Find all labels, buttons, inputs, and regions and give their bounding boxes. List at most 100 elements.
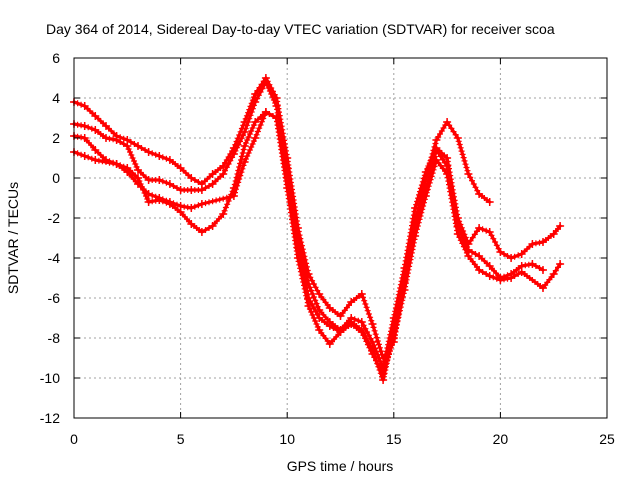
data-point: [485, 262, 494, 270]
data-point: [240, 142, 249, 150]
data-point: [347, 298, 356, 306]
data-point: [485, 272, 494, 280]
data-point: [112, 136, 121, 144]
data-point: [176, 202, 185, 210]
data-point: [251, 118, 260, 126]
data-point: [556, 260, 565, 268]
data-point: [539, 284, 547, 292]
y-axis-label: SDTVAR / TECUs: [5, 182, 21, 294]
data-point: [539, 238, 547, 246]
data-point: [507, 254, 516, 262]
data-point: [187, 220, 196, 228]
data-point: [496, 248, 505, 256]
data-point: [197, 200, 206, 208]
x-tick-label: 25: [599, 431, 615, 447]
data-point: [240, 158, 249, 166]
data-point: [432, 136, 441, 144]
data-point: [517, 268, 526, 276]
data-point: [453, 134, 462, 142]
data-point: [325, 322, 334, 330]
data-point: [165, 156, 174, 164]
y-tick-label: 0: [52, 170, 60, 186]
data-point: [80, 102, 89, 110]
data-point: [208, 180, 217, 188]
data-point: [123, 168, 132, 176]
data-point: [176, 164, 185, 172]
data-point: [528, 240, 537, 248]
data-point: [219, 210, 228, 218]
data-point: [155, 194, 164, 202]
data-point: [176, 186, 185, 194]
data-point: [325, 304, 334, 312]
data-point: [155, 176, 164, 184]
data-point: [368, 320, 377, 328]
data-point: [144, 176, 153, 184]
data-point: [219, 170, 228, 178]
data-point: [293, 254, 302, 262]
data-point: [165, 198, 174, 206]
x-tick-label: 10: [279, 431, 295, 447]
data-point: [443, 118, 452, 126]
data-point: [304, 302, 313, 310]
data-point: [421, 168, 430, 176]
data-point: [443, 162, 452, 170]
data-point: [283, 184, 292, 192]
ticks: 0 5 10 15 20 25 -12 -10 -8 -6 -4 -2 0 2 4 6: [40, 50, 615, 447]
data-point: [251, 134, 260, 142]
y-tick-label: -6: [48, 290, 61, 306]
data-point: [91, 126, 100, 134]
data-point: [229, 192, 238, 200]
data-point: [549, 270, 558, 278]
data-point: [517, 250, 526, 258]
data-point: [357, 290, 366, 298]
data-point: [475, 224, 484, 232]
data-point: [411, 204, 420, 212]
data-point: [261, 108, 270, 116]
data-point: [134, 142, 142, 150]
data-point: [485, 228, 494, 236]
data-point: [134, 180, 142, 188]
data-point: [240, 128, 249, 136]
data-point: [91, 146, 100, 154]
data-point: [336, 312, 345, 320]
data-point: [272, 102, 281, 110]
data-point: [229, 150, 238, 158]
data-point: [91, 112, 100, 120]
y-tick-label: -2: [48, 210, 61, 226]
data-point: [208, 170, 217, 178]
data-point: [336, 328, 345, 336]
data-point: [272, 114, 281, 122]
data-point: [102, 122, 110, 130]
data-point: [528, 260, 537, 268]
grid: [74, 58, 607, 418]
data-point: [347, 320, 356, 328]
data-point: [80, 152, 89, 160]
y-tick-label: -12: [40, 410, 60, 426]
data-point: [187, 186, 196, 194]
y-tick-label: -4: [48, 250, 61, 266]
data-point: [102, 134, 110, 142]
x-tick-label: 15: [386, 431, 402, 447]
data-point: [155, 152, 164, 160]
series-track-d: [70, 108, 565, 378]
data-point: [123, 142, 132, 150]
data-point: [357, 328, 366, 336]
y-tick-label: 6: [52, 50, 60, 66]
data-point: [91, 156, 100, 164]
data-point: [556, 222, 565, 230]
data-point: [197, 228, 206, 236]
data-point: [411, 232, 420, 240]
data-point: [432, 146, 441, 154]
data-point: [134, 166, 142, 174]
data-point: [80, 122, 89, 130]
data-point: [315, 290, 324, 298]
data-point: [549, 230, 558, 238]
x-tick-label: 5: [177, 431, 185, 447]
data-point: [357, 318, 366, 326]
data-point: [464, 170, 473, 178]
data-point: [315, 326, 324, 334]
data-point: [187, 204, 196, 212]
data-point: [261, 78, 270, 86]
data-point: [368, 350, 377, 358]
data-point: [112, 160, 121, 168]
